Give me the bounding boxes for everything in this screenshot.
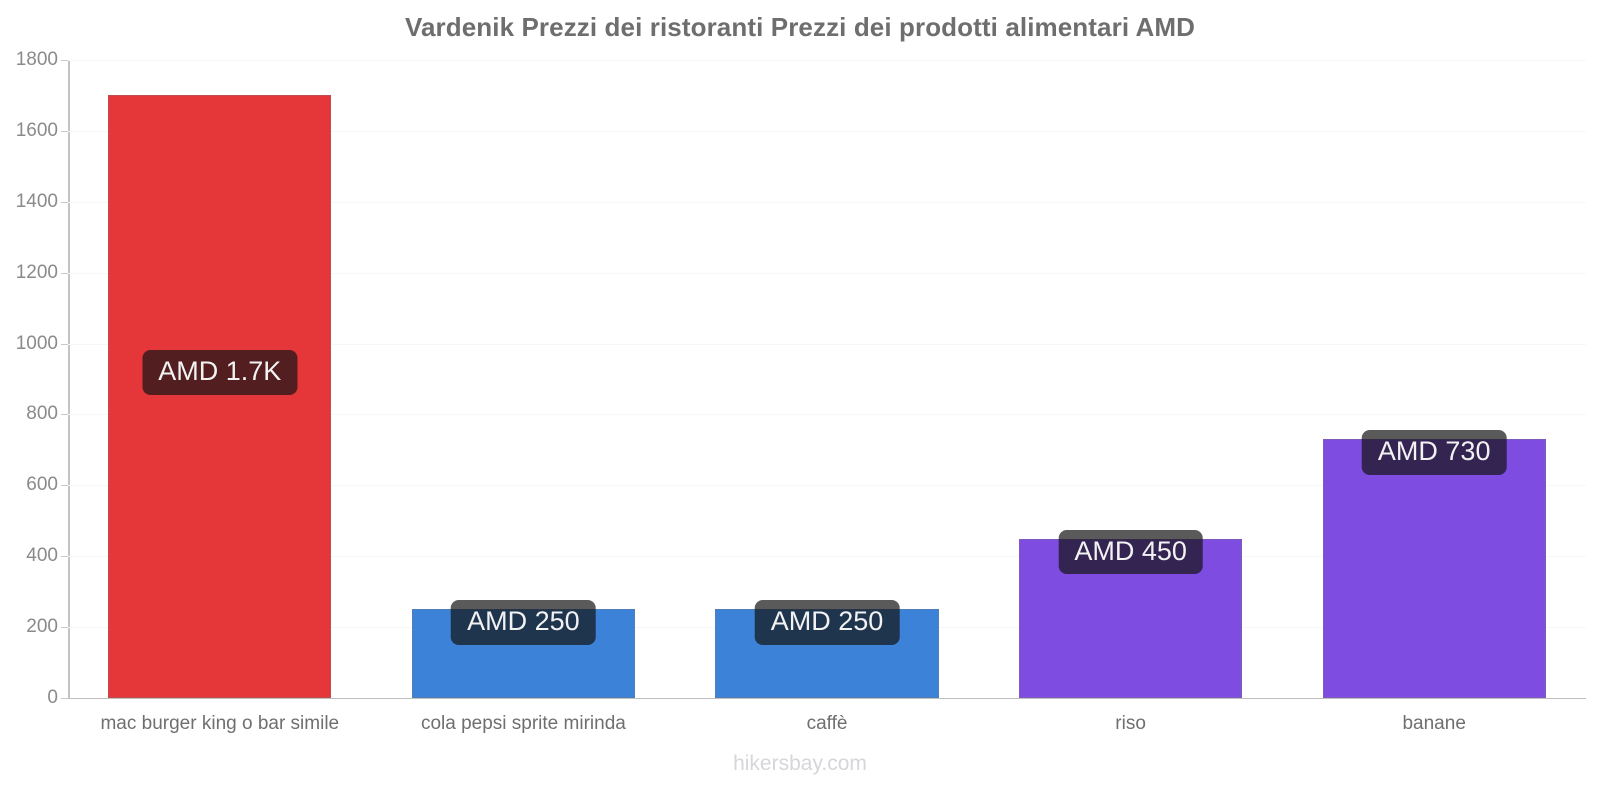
y-tick-mark xyxy=(61,698,68,699)
bar-value-label: AMD 450 xyxy=(1058,529,1203,574)
y-tick-label: 1000 xyxy=(15,332,58,354)
x-tick-label: mac burger king o bar simile xyxy=(100,713,340,734)
gridline xyxy=(68,414,1586,415)
y-tick-label: 800 xyxy=(26,403,58,425)
y-tick-label: 200 xyxy=(26,616,58,638)
bar-value-label: AMD 730 xyxy=(1361,430,1507,475)
gridline xyxy=(68,556,1586,557)
y-tick-mark xyxy=(61,344,68,345)
y-tick-mark xyxy=(61,131,68,132)
x-tick-label: banane xyxy=(1402,713,1466,734)
y-tick-mark xyxy=(61,273,68,274)
gridline xyxy=(68,131,1586,132)
gridline xyxy=(68,60,1586,61)
y-tick-mark xyxy=(61,414,68,415)
y-tick-mark xyxy=(61,556,68,557)
y-tick-label: 1200 xyxy=(15,261,58,283)
bar[interactable] xyxy=(411,609,635,698)
y-tick-label: 1600 xyxy=(15,119,58,141)
gridline xyxy=(68,344,1586,345)
x-tick-label: cola pepsi sprite mirinda xyxy=(420,713,626,734)
bar-value-label: AMD 250 xyxy=(451,600,596,645)
footer-watermark: hikersbay.com xyxy=(733,752,867,775)
bar-value-label: AMD 250 xyxy=(754,600,900,645)
x-tick-label: caffè xyxy=(806,713,848,734)
y-axis-line xyxy=(68,60,70,699)
y-tick-label: 600 xyxy=(26,474,58,496)
y-tick-mark xyxy=(61,485,68,486)
y-tick-mark xyxy=(61,202,68,203)
bar[interactable] xyxy=(1322,439,1546,698)
y-tick-mark xyxy=(61,627,68,628)
y-tick-label: 1800 xyxy=(15,49,58,70)
bar[interactable] xyxy=(108,95,332,698)
y-tick-label: 1400 xyxy=(15,190,58,212)
gridline xyxy=(68,485,1586,486)
axis-baseline xyxy=(68,698,1586,699)
y-tick-label: 0 xyxy=(47,687,58,708)
gridline xyxy=(68,202,1586,203)
y-tick-mark xyxy=(61,60,68,61)
gridline xyxy=(68,273,1586,274)
y-tick-label: 400 xyxy=(26,545,58,567)
plot-area xyxy=(68,60,1586,698)
bar-value-label: AMD 1.7K xyxy=(142,350,298,395)
chart-title: Vardenik Prezzi dei ristoranti Prezzi de… xyxy=(404,12,1196,42)
x-tick-label: riso xyxy=(1115,713,1146,734)
